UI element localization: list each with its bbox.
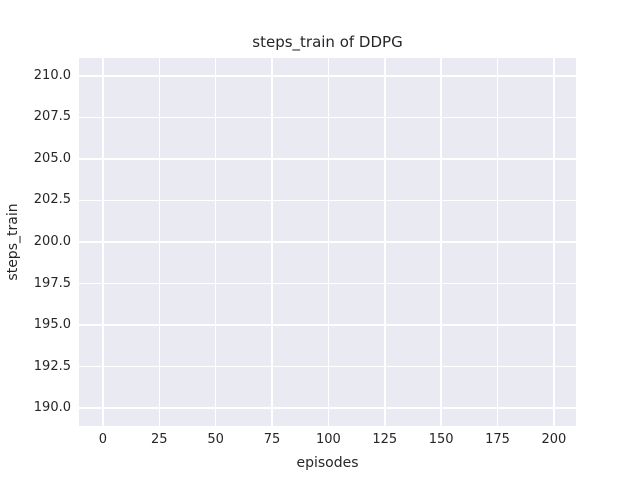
h-gridline: [79, 158, 576, 160]
y-tick-label: 190.0: [33, 400, 71, 416]
x-tick-label: 50: [207, 432, 224, 447]
x-tick-label: 0: [98, 432, 108, 447]
h-gridline: [79, 116, 576, 119]
y-tick-label: 200.0: [33, 234, 71, 249]
y-tick-label: 202.5: [33, 192, 71, 208]
x-tick-label: 125: [372, 432, 398, 447]
h-gridline: [79, 407, 576, 409]
y-tick-label: 197.5: [33, 275, 71, 291]
h-gridline: [79, 75, 576, 77]
x-tick-label: 25: [150, 432, 168, 447]
h-gridline: [79, 365, 576, 368]
h-gridline: [79, 199, 576, 202]
x-tick-label: 100: [315, 432, 341, 447]
y-tick-label: 205.0: [33, 150, 71, 166]
y-tick-label: 207.5: [33, 109, 71, 125]
h-gridline: [79, 282, 576, 285]
y-tick-label: 195.0: [33, 317, 71, 333]
x-tick-label: 75: [263, 432, 281, 447]
x-axis-label: episodes: [296, 455, 359, 471]
x-tick-label: 200: [541, 432, 567, 447]
x-tick-label: 150: [428, 432, 454, 447]
plot-area: [79, 58, 576, 426]
chart-title: steps_train of DDPG: [252, 33, 403, 51]
h-gridline: [79, 241, 576, 243]
x-tick-label: 175: [485, 432, 510, 447]
y-tick-label: 210.0: [33, 67, 71, 83]
h-gridline: [79, 324, 576, 326]
y-tick-label: 192.5: [33, 358, 71, 374]
